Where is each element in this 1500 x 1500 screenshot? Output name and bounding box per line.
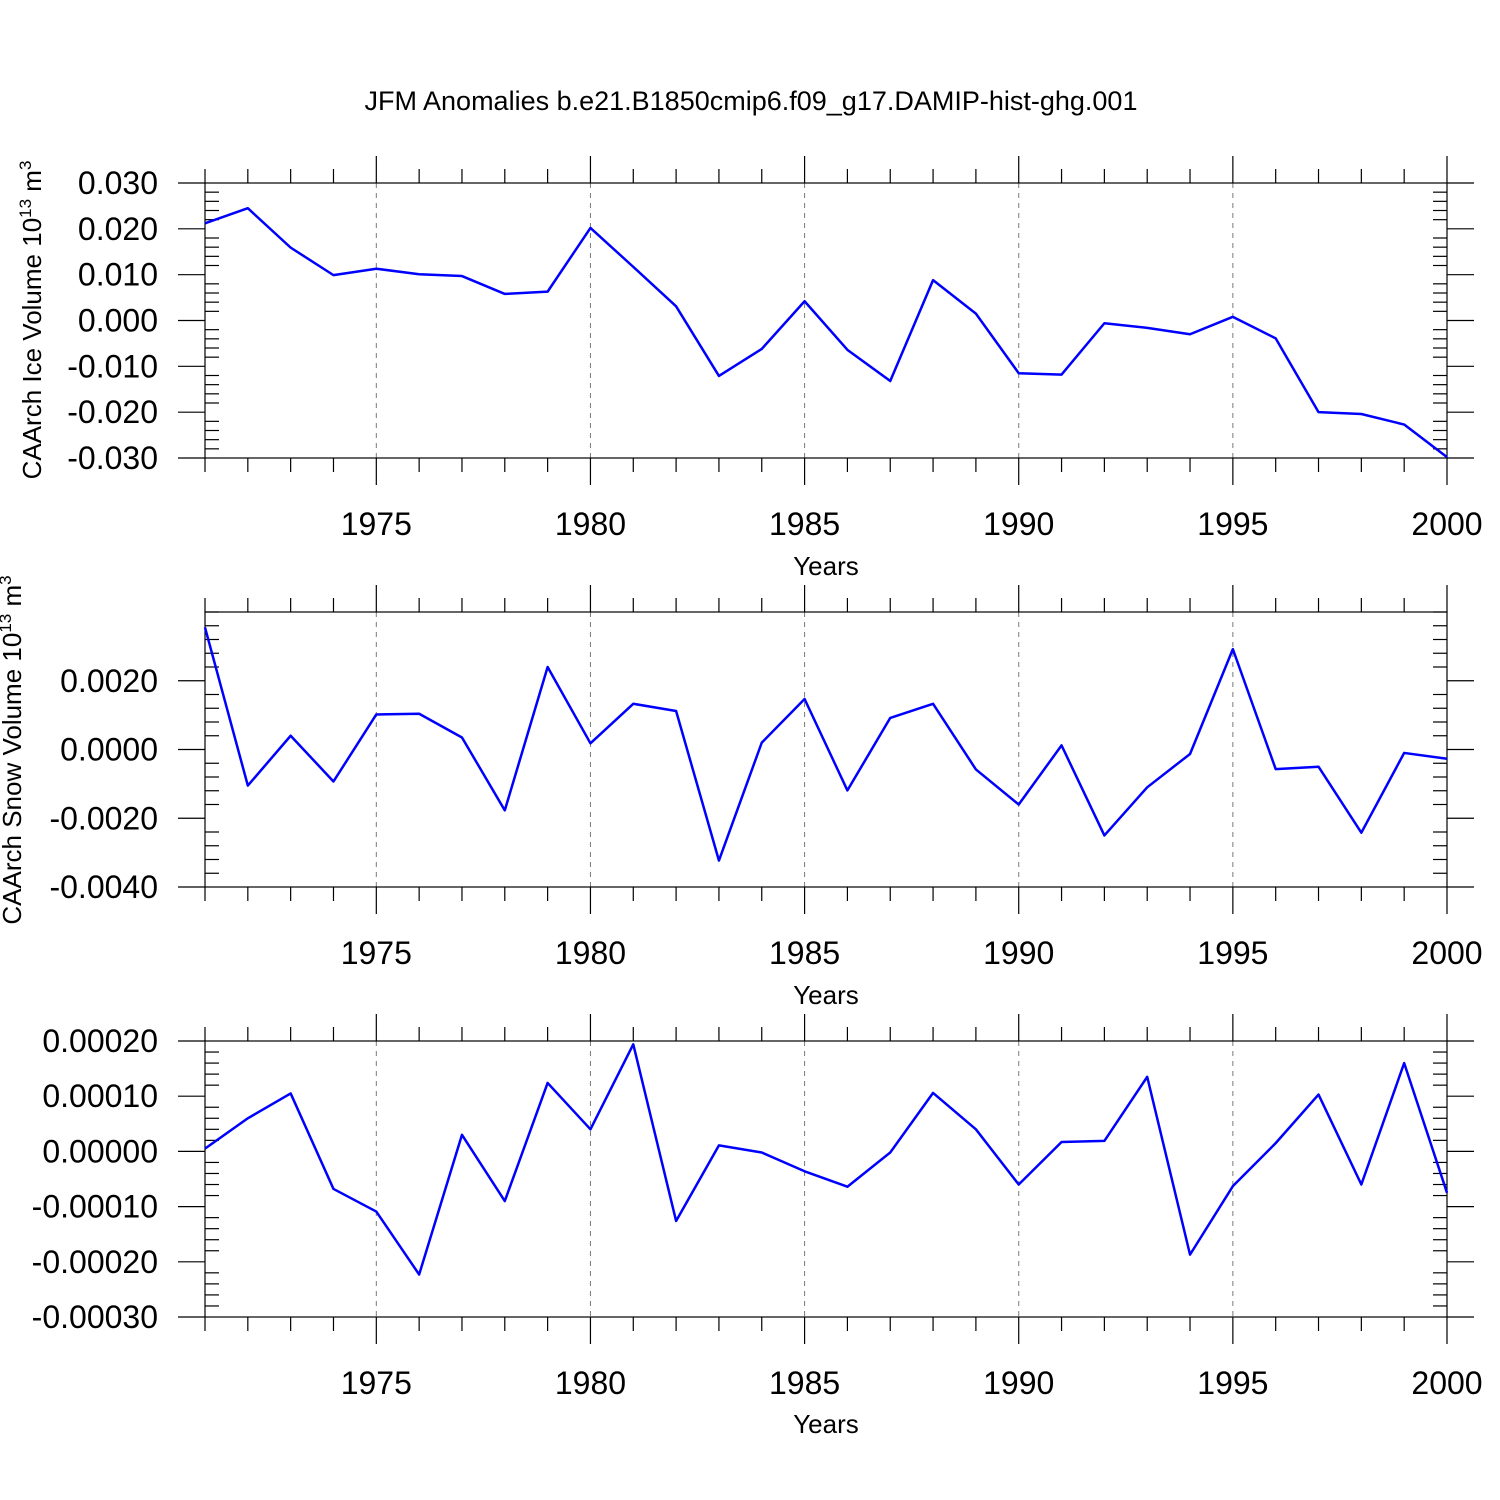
x-tick-label: 1985 [769,506,840,542]
plot-frame [204,1040,1448,1318]
x-tick-label: 1995 [1197,935,1268,971]
ticks [178,1014,1474,1344]
y-tick-label: 0.000 [78,303,158,339]
x-tick-label: 1975 [341,506,412,542]
x-tick-label: 1975 [341,1365,412,1401]
x-tick-label: 1995 [1197,1365,1268,1401]
plot-frame [204,182,1448,459]
y-tick-label: 0.020 [78,211,158,247]
x-axis-label: Years [793,551,859,581]
x-tick-label: 1990 [983,506,1054,542]
grid-lines [375,1041,1234,1317]
series-line [204,1043,1449,1276]
x-tick-label: 1975 [341,935,412,971]
x-tick-labels: 1975 1980 1985 1990 1995 2000 [341,1365,1483,1401]
y-tick-label: -0.0040 [49,869,158,905]
y-tick-label: -0.010 [67,348,158,384]
x-axis-label: Years [793,980,859,1010]
chart-title: JFM Anomalies b.e21.B1850cmip6.f09_g17.D… [365,86,1138,116]
y-tick-label: 0.0000 [60,732,158,768]
y-tick-label: -0.020 [67,394,158,430]
y-tick-label: -0.00030 [32,1299,158,1335]
x-tick-label: 2000 [1411,506,1482,542]
x-tick-label: 1980 [555,935,626,971]
y-tick-label: -0.0020 [49,800,158,836]
x-tick-label: 1990 [983,935,1054,971]
series-line [204,206,1448,459]
x-tick-label: 1980 [555,506,626,542]
x-tick-labels: 1975 1980 1985 1990 1995 2000 [341,506,1483,542]
y-tick-labels: -0.030 -0.020 -0.010 0.000 0.010 0.020 0.030 [67,165,158,476]
x-tick-labels: 1975 1980 1985 1990 1995 2000 [341,935,1483,971]
y-axis-label: CAArch Ice Volume 1013 m3 [16,161,47,480]
grid-lines [375,183,1234,458]
y-tick-labels: -0.0040 -0.0020 0.0000 0.0020 [49,663,158,905]
series-line [203,627,1448,862]
y-tick-label: -0.00010 [32,1189,158,1225]
x-tick-label: 1985 [769,1365,840,1401]
y-tick-label: 0.00000 [42,1133,158,1169]
x-tick-label: 1980 [555,1365,626,1401]
y-tick-label: -0.00020 [32,1244,158,1280]
y-tick-labels: -0.00030 -0.00020 -0.00010 0.00000 0.00010 0.… [32,1023,158,1335]
panel-snow-volume: 1975 1980 1985 1990 1995 2000 -0.0040 -0.0020 0… [0,575,1483,1010]
x-tick-label: 1990 [983,1365,1054,1401]
y-tick-label: 0.010 [78,257,158,293]
y-tick-label: 0.0020 [60,663,158,699]
y-tick-label: 0.030 [78,165,158,201]
y-tick-label: -0.030 [67,440,158,476]
panel-ice-area: 1975 1980 1985 1990 1995 2000 -0.00030 -0.0002… [32,1014,1483,1439]
x-tick-label: 2000 [1411,935,1482,971]
x-tick-label: 1985 [769,935,840,971]
y-axis-label: CAArch Snow Volume 1013 m3 [0,575,27,924]
y-tick-label: 0.00020 [42,1023,158,1059]
plot-frame [204,611,1448,888]
x-tick-label: 1995 [1197,506,1268,542]
x-axis-label: Years [793,1409,859,1439]
ticks [178,585,1474,914]
panel-ice-volume: 1975 1980 1985 1990 1995 2000 -0.030-0.020-0.… [16,156,1483,581]
y-tick-label: 0.00010 [42,1078,158,1114]
x-tick-label: 2000 [1411,1365,1482,1401]
ticks [178,156,1474,485]
grid-lines [375,612,1234,887]
